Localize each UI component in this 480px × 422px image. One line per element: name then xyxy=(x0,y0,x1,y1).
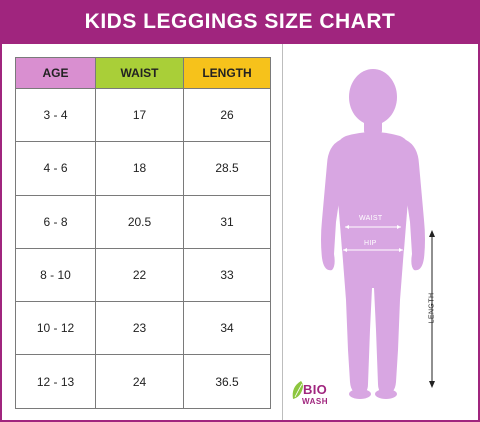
cell-age: 10 - 12 xyxy=(15,301,96,356)
cell-waist: 24 xyxy=(95,354,184,409)
header-length: LENGTH xyxy=(183,57,271,89)
table-row: 6 - 8 20.5 31 xyxy=(15,194,271,249)
cell-age: 4 - 6 xyxy=(15,141,96,196)
size-table: AGE WAIST LENGTH 3 - 4 17 26 4 - 6 18 28… xyxy=(15,57,271,409)
cell-waist: 20.5 xyxy=(95,194,184,249)
table-row: 10 - 12 23 34 xyxy=(15,301,271,356)
cell-length: 28.5 xyxy=(183,141,271,196)
cell-length: 33 xyxy=(183,247,271,303)
leaf-logo-icon xyxy=(292,381,303,399)
cell-waist: 22 xyxy=(95,247,184,303)
table-row: 4 - 6 18 28.5 xyxy=(15,141,271,196)
table-row: 12 - 13 24 36.5 xyxy=(15,354,271,409)
cell-waist: 23 xyxy=(95,301,184,356)
cell-length: 26 xyxy=(183,87,271,143)
table-header-row: AGE WAIST LENGTH xyxy=(15,57,271,89)
hip-label: HIP xyxy=(364,240,377,247)
waist-label: WAIST xyxy=(359,215,383,222)
cell-age: 8 - 10 xyxy=(15,247,96,303)
page-title: KIDS LEGGINGS SIZE CHART xyxy=(0,0,480,44)
logo-text-wash: WASH xyxy=(302,397,328,406)
cell-age: 12 - 13 xyxy=(15,354,96,409)
header-waist: WAIST xyxy=(95,57,184,89)
cell-age: 6 - 8 xyxy=(15,194,96,249)
table-row: 8 - 10 22 33 xyxy=(15,247,271,303)
column-divider xyxy=(282,44,283,420)
cell-length: 31 xyxy=(183,194,271,249)
length-label: LENGTH xyxy=(428,292,436,324)
cell-age: 3 - 4 xyxy=(15,87,96,143)
cell-waist: 18 xyxy=(95,141,184,196)
logo-text-bio: BIO xyxy=(303,382,328,397)
cell-length: 34 xyxy=(183,301,271,356)
cell-waist: 17 xyxy=(95,87,184,143)
child-figure-icon xyxy=(321,69,435,399)
table-row: 3 - 4 17 26 xyxy=(15,87,271,143)
header-age: AGE xyxy=(15,57,96,89)
cell-length: 36.5 xyxy=(183,354,271,409)
